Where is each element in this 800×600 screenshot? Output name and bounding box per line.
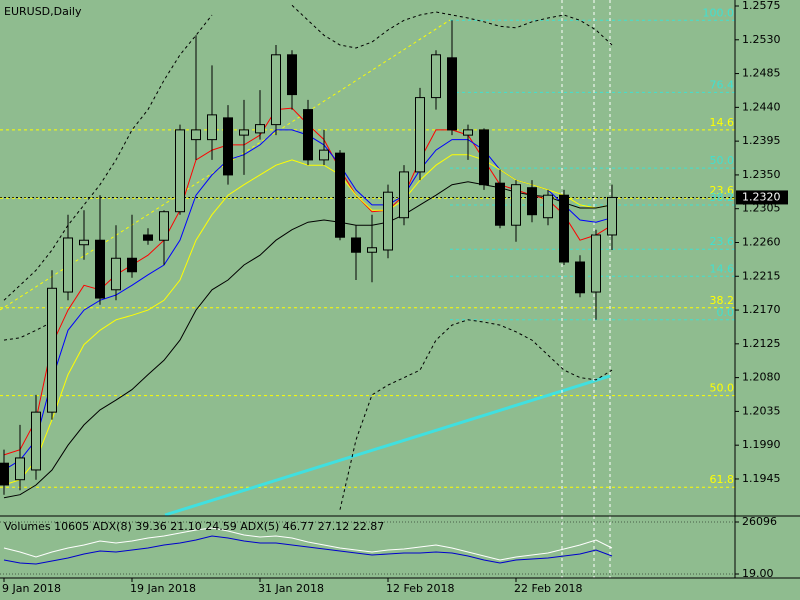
y-tick-label: 1.2305 [742, 202, 781, 215]
fib-label: 50.0 [710, 154, 735, 167]
y-tick-label: 1.2530 [742, 33, 781, 46]
fib-label: 14.6 [710, 262, 735, 275]
fib-layer: 14.623.638.250.061.8100.076.450.038.223.… [0, 6, 735, 488]
fib-label: 100.0 [703, 6, 735, 19]
candle-body [511, 184, 521, 226]
candle-body [239, 129, 249, 136]
y-tick-label: 1.2170 [742, 303, 781, 316]
lower-pane: 26096 19.00 [0, 515, 777, 580]
candle-body [607, 196, 617, 236]
x-tick-label: 19 Jan 2018 [130, 582, 196, 595]
candle-body [335, 152, 345, 238]
candle-layer [0, 20, 617, 495]
x-tick-label: 9 Jan 2018 [2, 582, 61, 595]
candle-body [463, 129, 473, 136]
ma-line [3, 154, 613, 486]
candle-body [79, 239, 89, 246]
pane-tick-label: 26096 [742, 515, 777, 528]
pane-label: Volumes 10605 ADX(8) 39.36 21.10 24.59 A… [4, 520, 384, 533]
pane-line [3, 535, 613, 565]
fib-label: 14.6 [710, 116, 735, 129]
ma-line [3, 4, 613, 301]
trend-line [164, 374, 611, 517]
candle-body [559, 194, 569, 263]
candle-body [383, 191, 393, 251]
candle-body [527, 187, 537, 216]
candle-body [319, 149, 329, 161]
candle-body [415, 97, 425, 173]
ma-line [3, 319, 613, 510]
ma-line [3, 181, 613, 499]
candle-body [543, 194, 553, 219]
candle-body [0, 462, 9, 486]
candle-body [495, 182, 505, 226]
candle-body [303, 109, 313, 161]
candle-body [351, 237, 361, 253]
candle-body [143, 234, 153, 241]
candle-body [207, 114, 217, 141]
x-tick-label: 12 Feb 2018 [386, 582, 454, 595]
y-tick-label: 1.1945 [742, 472, 781, 485]
candle-body [223, 117, 233, 176]
candle-body [31, 411, 41, 471]
pane-tick-label: 19.00 [742, 567, 774, 580]
axis-layer: 1.2575 1.2530 1.2485 1.2440 1.2395 1.2350 1.23… [2, 0, 788, 595]
candle-body [63, 237, 73, 293]
candle-body [287, 54, 297, 96]
candle-body [591, 234, 601, 293]
fib-label: 38.2 [710, 294, 735, 307]
candle-body [95, 239, 105, 299]
fib-anchor-line [0, 19, 451, 311]
current-price-label: 1.2320 [742, 190, 781, 203]
candle-body [15, 457, 25, 481]
fib-label: 0.0 [717, 306, 735, 319]
y-tick-label: 1.2395 [742, 134, 781, 147]
fib-label: 38.2 [710, 191, 735, 204]
y-tick-label: 1.2035 [742, 404, 781, 417]
y-tick-label: 1.1990 [742, 438, 781, 451]
y-tick-label: 1.2260 [742, 235, 781, 248]
candle-body [431, 54, 441, 99]
fib-label: 76.4 [710, 78, 735, 91]
y-tick-label: 1.2485 [742, 67, 781, 80]
current-price-box [736, 190, 788, 205]
candle-body [447, 57, 457, 131]
y-tick-label: 1.2080 [742, 371, 781, 384]
y-tick-label: 1.2350 [742, 168, 781, 181]
candle-body [47, 287, 57, 413]
candle-body [175, 129, 185, 213]
candle-body [575, 261, 585, 294]
y-tick-label: 1.2215 [742, 269, 781, 282]
candle-body [159, 211, 169, 241]
candle-body [255, 124, 265, 134]
y-tick-label: 1.2125 [742, 337, 781, 350]
candle-body [127, 257, 137, 273]
x-tick-label: 22 Feb 2018 [514, 582, 582, 595]
candle-body [111, 257, 121, 291]
candle-body [271, 54, 281, 126]
fib-label: 23.6 [710, 235, 735, 248]
fib-label: 23.6 [710, 184, 735, 197]
candle-body [191, 129, 201, 141]
y-tick-label: 1.2575 [742, 0, 781, 12]
x-tick-label: 31 Jan 2018 [258, 582, 324, 595]
fib-label: 61.8 [710, 473, 735, 486]
fib-label: 50.0 [710, 382, 735, 395]
pane-line [3, 527, 613, 561]
y-tick-label: 1.2440 [742, 100, 781, 113]
candle-body [399, 171, 409, 219]
candle-body [367, 247, 377, 253]
candle-body [479, 129, 489, 186]
chart-title: EURUSD,Daily [4, 5, 82, 18]
